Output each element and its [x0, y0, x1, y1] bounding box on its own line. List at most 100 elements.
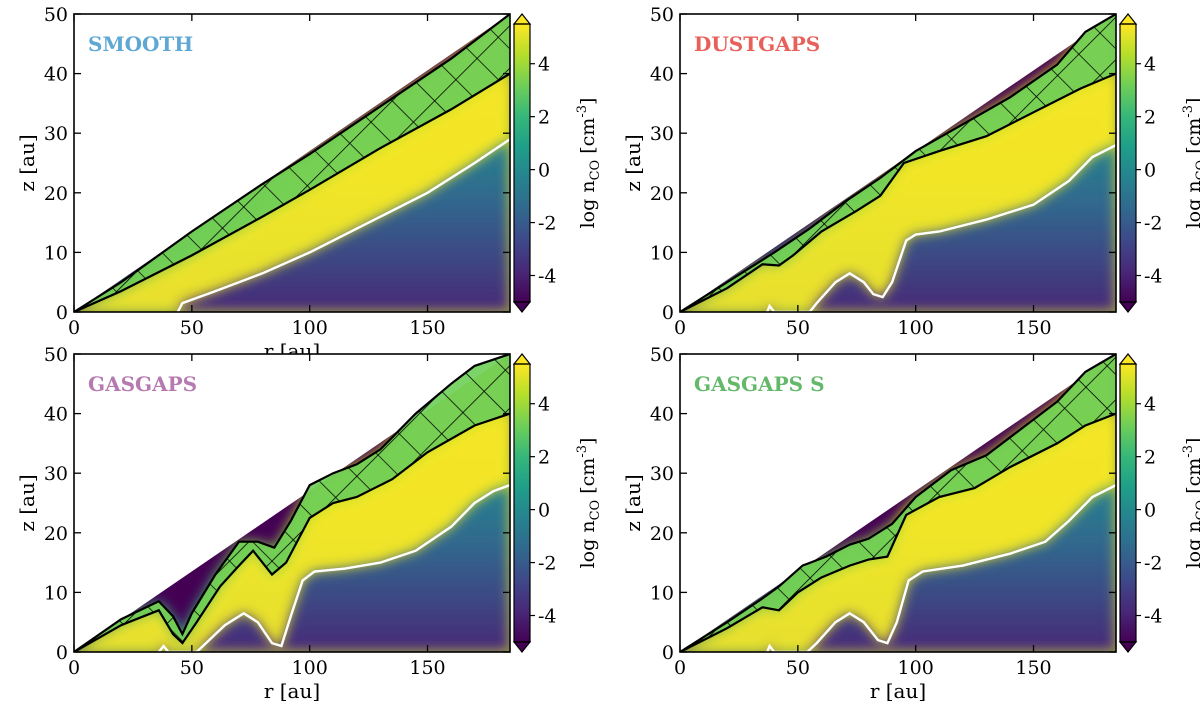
x-tick-label: 0 [68, 317, 80, 339]
colorbar-label-unit: [cm [577, 458, 599, 500]
colorbar-extend-bottom [1118, 301, 1138, 313]
panel-title: GASGAPS S [694, 372, 825, 396]
x-tick-label: 0 [674, 657, 686, 679]
y-tick-label: 30 [44, 123, 68, 145]
colorbar-label-unit: [cm [577, 118, 599, 160]
colorbar-label-close: ] [1183, 98, 1200, 105]
colorbar-tick-label: -4 [1144, 606, 1163, 628]
x-tick-label: 0 [68, 657, 80, 679]
y-axis-label: z [au] [621, 134, 645, 191]
x-tick-label: 50 [786, 317, 810, 339]
y-tick-label: 10 [650, 582, 674, 604]
colorbar-tick-label: -4 [538, 266, 557, 288]
colorbar-frame [1119, 363, 1137, 643]
plot-frame [679, 13, 1117, 313]
y-axis-label: z [au] [15, 134, 39, 191]
x-tick-label: 50 [786, 657, 810, 679]
colorbar-label-sub: CO [1194, 160, 1200, 181]
colorbar-label-exponent: -3 [575, 105, 590, 118]
y-tick-label: 50 [44, 344, 68, 366]
colorbar-label-close: ] [1183, 438, 1200, 445]
y-tick-label: 50 [650, 344, 674, 366]
colorbar-extend-top [512, 13, 532, 25]
colorbar-tick-label: 0 [538, 500, 550, 522]
colorbar-tick-label: -2 [1144, 553, 1163, 575]
y-tick-label: 40 [44, 64, 68, 86]
y-tick-label: 30 [650, 123, 674, 145]
colorbar-tick-label: 0 [1144, 160, 1156, 182]
colorbar-tick-label: 4 [1144, 54, 1156, 76]
y-tick-label: 40 [650, 404, 674, 426]
colorbar-tick-label: 2 [538, 447, 550, 469]
y-tick-label: 0 [662, 642, 674, 664]
y-axis-label: z [au] [621, 474, 645, 531]
colorbar-gradient-bar [514, 24, 530, 302]
colorbar-extend-bottom [512, 641, 532, 653]
colorbar-tick-label: 0 [1144, 500, 1156, 522]
colorbar-frame [1119, 23, 1137, 303]
colorbar-extend-bottom [1118, 641, 1138, 653]
colorbar-label: log nCO [cm-3] [1181, 98, 1200, 229]
panel-title: DUSTGAPS [694, 32, 820, 56]
colorbar: 4 2 0 -2 -4 log nCO [cm-3] [1118, 13, 1200, 313]
colorbar-tick-label: 4 [1144, 394, 1156, 416]
colorbar-label-close: ] [577, 98, 599, 105]
plot-frame [73, 13, 511, 313]
colorbar-tick-label: 4 [538, 394, 550, 416]
colorbar-label-exponent: -3 [1181, 445, 1196, 458]
colorbar-label-close: ] [577, 438, 599, 445]
colorbar-gradient-bar [1120, 364, 1136, 642]
x-tick-label: 150 [1015, 657, 1051, 679]
freeze-out-contour [176, 138, 510, 312]
colorbar-gradient-bar [1120, 24, 1136, 302]
molecular-layer-top [680, 354, 1116, 652]
y-tick-label: 20 [44, 523, 68, 545]
molecular-layer-top [74, 354, 510, 652]
y-tick-label: 20 [44, 183, 68, 205]
colorbar-tick-label: -4 [538, 606, 557, 628]
y-tick-label: 0 [56, 302, 68, 324]
x-tick-label: 150 [1015, 317, 1051, 339]
colorbar-extend-top [1118, 353, 1138, 365]
molecular-layer-bottom [680, 72, 1116, 312]
colorbar-tick-label: -2 [538, 553, 557, 575]
panel-title: SMOOTH [88, 32, 193, 56]
plot-frame [679, 353, 1117, 653]
molecular-layer-bottom [74, 412, 510, 652]
y-axis-label: z [au] [15, 474, 39, 531]
colorbar-tick-label: 4 [538, 54, 550, 76]
colorbar-extend-bottom [512, 301, 532, 313]
colorbar-label-main: log n [1183, 520, 1200, 568]
colorbar-tick-label: -4 [1144, 266, 1163, 288]
y-tick-label: 0 [662, 302, 674, 324]
y-tick-label: 30 [650, 463, 674, 485]
x-tick-label: 100 [292, 657, 328, 679]
colorbar-label-exponent: -3 [1181, 105, 1196, 118]
freeze-out-contour [157, 483, 510, 652]
colorbar-label-unit: [cm [1183, 118, 1200, 160]
plot-frame [73, 353, 511, 653]
colorbar-label: log nCO [cm-3] [1181, 438, 1200, 569]
x-tick-label: 50 [180, 317, 204, 339]
y-tick-label: 20 [650, 523, 674, 545]
freeze-out-contour [766, 484, 1116, 652]
x-tick-label: 50 [180, 657, 204, 679]
x-tick-label: 150 [409, 657, 445, 679]
freeze-out-region [177, 139, 510, 312]
colorbar-label-main: log n [577, 180, 599, 228]
colorbar-tick-label: 2 [538, 107, 550, 129]
colorbar-tick-label: 2 [1144, 447, 1156, 469]
molecular-layer-bottom [680, 412, 1116, 652]
colorbar-tick-label: 0 [538, 160, 550, 182]
colorbar-label-main: log n [1183, 180, 1200, 228]
colorbar-gradient-bar [514, 364, 530, 642]
colorbar-extend-top [1118, 13, 1138, 25]
y-tick-label: 20 [650, 183, 674, 205]
x-axis-label: r [au] [264, 679, 320, 703]
colorbar-label-sub: CO [588, 160, 603, 181]
freeze-out-region [767, 145, 1116, 312]
panel-title: GASGAPS [88, 372, 197, 396]
